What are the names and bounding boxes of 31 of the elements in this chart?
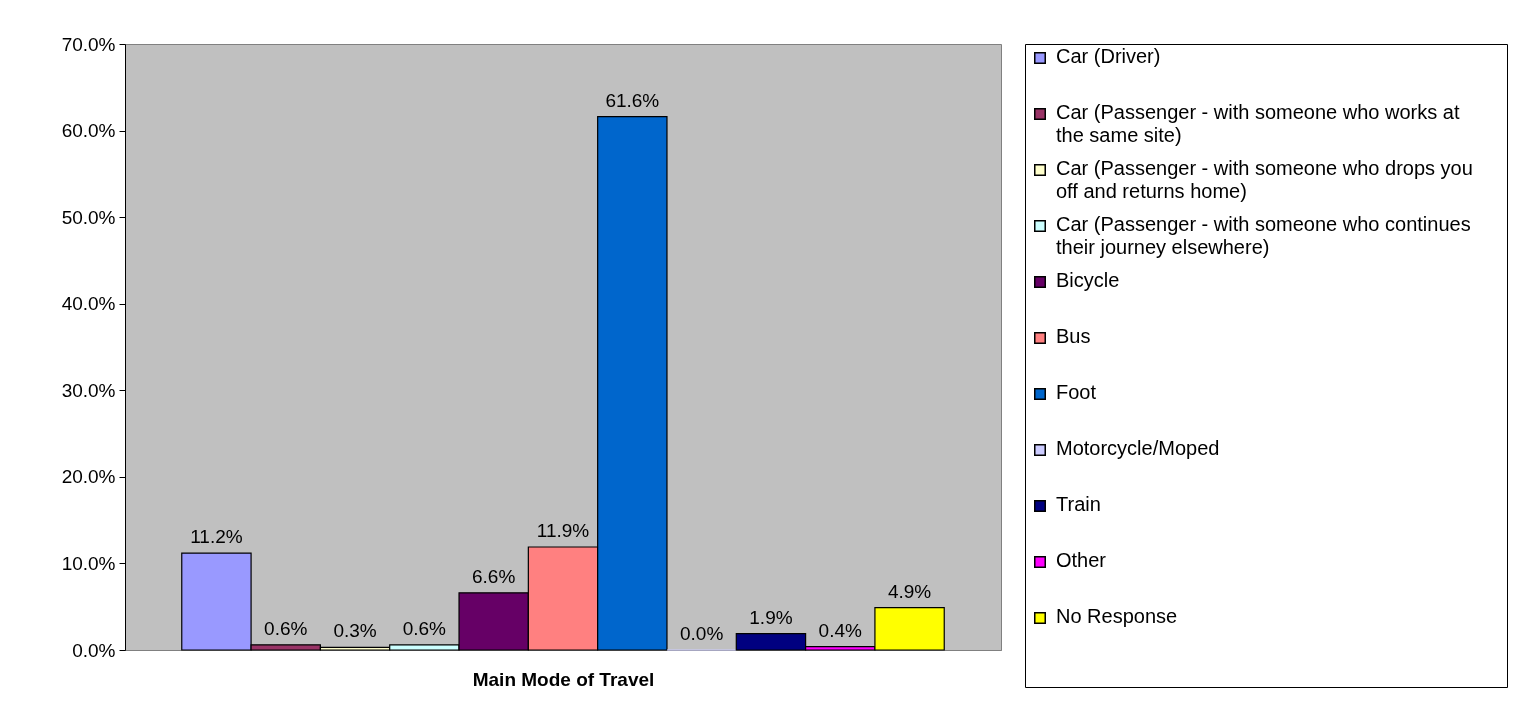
data-label: 4.9% (887, 580, 932, 602)
legend-label: Car (Passenger - with someone who drops you off and returns home) (1056, 157, 1473, 202)
y-tick-label: 10.0% (61, 552, 116, 574)
data-label: 0.3% (333, 620, 377, 642)
data-label: 1.9% (749, 606, 793, 628)
y-tick-label: 70.0% (61, 33, 116, 55)
y-tick-label: 30.0% (61, 379, 116, 401)
data-label: 6.6% (472, 565, 516, 587)
legend-label: Car (Passenger - with someone who works at the same site) (1056, 101, 1460, 146)
legend-label: Train (1056, 493, 1101, 515)
y-tick-label: 40.0% (61, 293, 116, 315)
y-tick-label: 0.0% (72, 639, 116, 661)
data-label: 0.0% (679, 623, 724, 644)
legend-label: Foot (1056, 381, 1097, 403)
legend-label: Other (1056, 549, 1107, 571)
data-label: 0.6% (402, 617, 447, 639)
data-label: 61.6% (605, 89, 660, 111)
legend-label: Car (Passenger - with someone who continues their journey elsewhere) (1056, 213, 1471, 258)
legend-label: Motorcycle/Moped (1056, 437, 1220, 459)
data-label: 0.6% (264, 617, 308, 639)
legend-label: Bicycle (1056, 269, 1120, 291)
y-tick-label: 50.0% (61, 206, 116, 228)
y-tick-label: 60.0% (61, 120, 116, 142)
legend-label: No Response (1056, 605, 1178, 627)
data-label: 11.2% (190, 526, 243, 548)
x-axis-title: Main Mode of Travel (472, 668, 655, 690)
y-tick-label: 20.0% (61, 466, 116, 488)
data-label: 11.9% (536, 519, 590, 541)
data-label: 0.4% (818, 619, 863, 641)
legend-label: Bus (1056, 325, 1091, 347)
legend-label: Car (Driver) (1056, 45, 1161, 67)
